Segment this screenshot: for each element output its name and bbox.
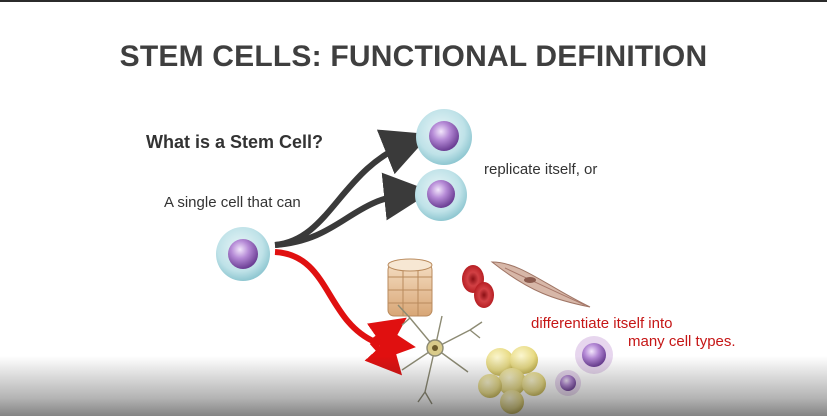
neuron-cell [397, 304, 483, 405]
subject-text: A single cell that can [164, 194, 301, 211]
slide-title: STEM CELLS: FUNCTIONAL DEFINITION [119, 40, 708, 73]
replicate-label: replicate itself, or [484, 161, 598, 178]
white-blood-cells [555, 336, 613, 396]
differentiate-label-line1: differentiate itself into [531, 315, 673, 332]
top-border [0, 0, 827, 2]
fat-cells [478, 346, 546, 414]
stem-cell [216, 227, 270, 281]
differentiate-label-line2: many cell types. [628, 333, 736, 350]
differentiation-arrows [274, 249, 416, 376]
replicated-cell-top [416, 109, 472, 165]
red-blood-cells [462, 265, 494, 308]
epithelial-cells [387, 258, 433, 317]
replication-arrows [274, 129, 432, 248]
question-heading: What is a Stem Cell? [146, 132, 324, 152]
muscle-cell [490, 261, 591, 308]
replicated-cell-bottom [415, 169, 467, 221]
